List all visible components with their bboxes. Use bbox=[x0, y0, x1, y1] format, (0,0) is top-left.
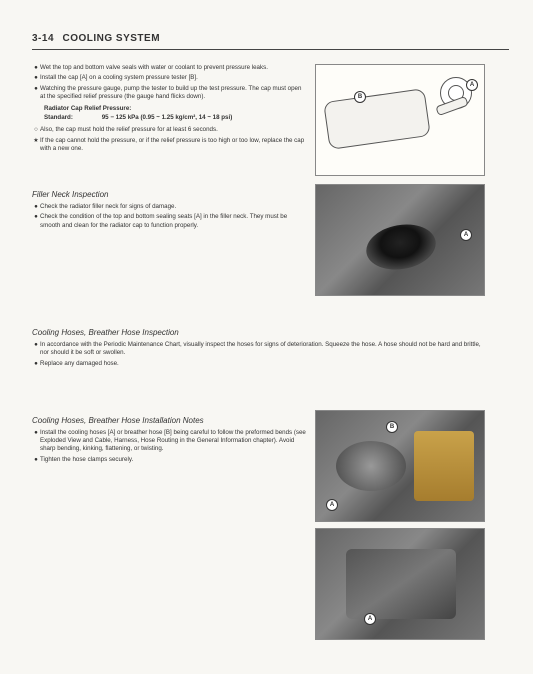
bullet-item: ●Check the condition of the top and bott… bbox=[32, 213, 307, 230]
text-column: Filler Neck Inspection ●Check the radiat… bbox=[32, 184, 315, 232]
spec-value: 95 − 125 kPa (0.95 ~ 1.25 kg/cm², 14 ~ 1… bbox=[102, 114, 233, 121]
label-a: A bbox=[326, 499, 338, 511]
bullet-item: ★If the cap cannot hold the pressure, or… bbox=[32, 137, 307, 154]
section-title: Cooling Hoses, Breather Hose Installatio… bbox=[32, 416, 307, 427]
bullet-text: In accordance with the Periodic Maintena… bbox=[40, 341, 487, 358]
label-a: A bbox=[364, 613, 376, 625]
bullet-item: ●Tighten the hose clamps securely. bbox=[32, 456, 307, 464]
bullet-icon: ● bbox=[32, 456, 40, 464]
bullet-icon: ● bbox=[32, 74, 40, 82]
bullet-item: ○Also, the cap must hold the relief pres… bbox=[32, 126, 307, 134]
bullet-item: ●Wet the top and bottom valve seals with… bbox=[32, 64, 307, 72]
spec-block: Radiator Cap Relief Pressure: Standard: … bbox=[44, 105, 307, 122]
section-hose-install: Cooling Hoses, Breather Hose Installatio… bbox=[32, 410, 509, 640]
spec-label: Standard: bbox=[44, 114, 100, 122]
image-column: B A bbox=[315, 64, 485, 176]
bullet-icon: ● bbox=[32, 360, 40, 368]
bullet-icon: ● bbox=[32, 85, 40, 102]
figure-pressure-tester: B A bbox=[315, 64, 485, 176]
bullet-icon: ★ bbox=[32, 137, 40, 154]
spec-title: Radiator Cap Relief Pressure: bbox=[44, 105, 307, 113]
page: 3-14 COOLING SYSTEM ●Wet the top and bot… bbox=[0, 0, 533, 674]
bullet-icon: ● bbox=[32, 341, 40, 358]
spec-row: Standard: 95 − 125 kPa (0.95 ~ 1.25 kg/c… bbox=[44, 114, 307, 122]
bullet-icon: ● bbox=[32, 203, 40, 211]
text-column: ●Wet the top and bottom valve seals with… bbox=[32, 64, 315, 155]
label-a: A bbox=[460, 229, 472, 241]
bullet-item: ●Install the cooling hoses [A] or breath… bbox=[32, 429, 307, 454]
bullet-icon: ● bbox=[32, 429, 40, 454]
section-hose-inspection: Cooling Hoses, Breather Hose Inspection … bbox=[32, 322, 509, 370]
bullet-text: Replace any damaged hose. bbox=[40, 360, 487, 368]
section-title: Filler Neck Inspection bbox=[32, 190, 307, 201]
text-column: Cooling Hoses, Breather Hose Installatio… bbox=[32, 410, 315, 466]
section-filler-neck: Filler Neck Inspection ●Check the radiat… bbox=[32, 184, 509, 296]
bullet-text: Check the radiator filler neck for signs… bbox=[40, 203, 307, 211]
label-b: B bbox=[386, 421, 398, 433]
bullet-text: If the cap cannot hold the pressure, or … bbox=[40, 137, 307, 154]
bullet-text: Install the cooling hoses [A] or breathe… bbox=[40, 429, 307, 454]
bullet-icon: ● bbox=[32, 213, 40, 230]
section-cap-test: ●Wet the top and bottom valve seals with… bbox=[32, 64, 509, 176]
bullet-item: ●In accordance with the Periodic Mainten… bbox=[32, 341, 487, 358]
figure-hose-top: B A bbox=[315, 410, 485, 522]
bullet-text: Check the condition of the top and botto… bbox=[40, 213, 307, 230]
figure-hose-bottom: A bbox=[315, 528, 485, 640]
bullet-item: ●Check the radiator filler neck for sign… bbox=[32, 203, 307, 211]
bullet-text: Also, the cap must hold the relief press… bbox=[40, 126, 307, 134]
image-column: A bbox=[315, 184, 485, 296]
bullet-item: ●Install the cap [A] on a cooling system… bbox=[32, 74, 307, 82]
bullet-text: Wet the top and bottom valve seals with … bbox=[40, 64, 307, 72]
content: ●Wet the top and bottom valve seals with… bbox=[32, 64, 509, 640]
page-header: 3-14 COOLING SYSTEM bbox=[32, 28, 509, 50]
bullet-item: ●Replace any damaged hose. bbox=[32, 360, 487, 368]
bullet-text: Tighten the hose clamps securely. bbox=[40, 456, 307, 464]
image-column: B A A bbox=[315, 410, 485, 640]
page-number: 3-14 bbox=[32, 33, 54, 44]
bullet-text: Watching the pressure gauge, pump the te… bbox=[40, 85, 307, 102]
label-a: A bbox=[466, 79, 478, 91]
text-column: Cooling Hoses, Breather Hose Inspection … bbox=[32, 322, 495, 370]
section-title: Cooling Hoses, Breather Hose Inspection bbox=[32, 328, 487, 339]
bullet-icon: ○ bbox=[32, 126, 40, 134]
figure-filler-neck: A bbox=[315, 184, 485, 296]
page-title: COOLING SYSTEM bbox=[62, 33, 160, 44]
bullet-text: Install the cap [A] on a cooling system … bbox=[40, 74, 307, 82]
bullet-icon: ● bbox=[32, 64, 40, 72]
bullet-item: ●Watching the pressure gauge, pump the t… bbox=[32, 85, 307, 102]
label-b: B bbox=[354, 91, 366, 103]
